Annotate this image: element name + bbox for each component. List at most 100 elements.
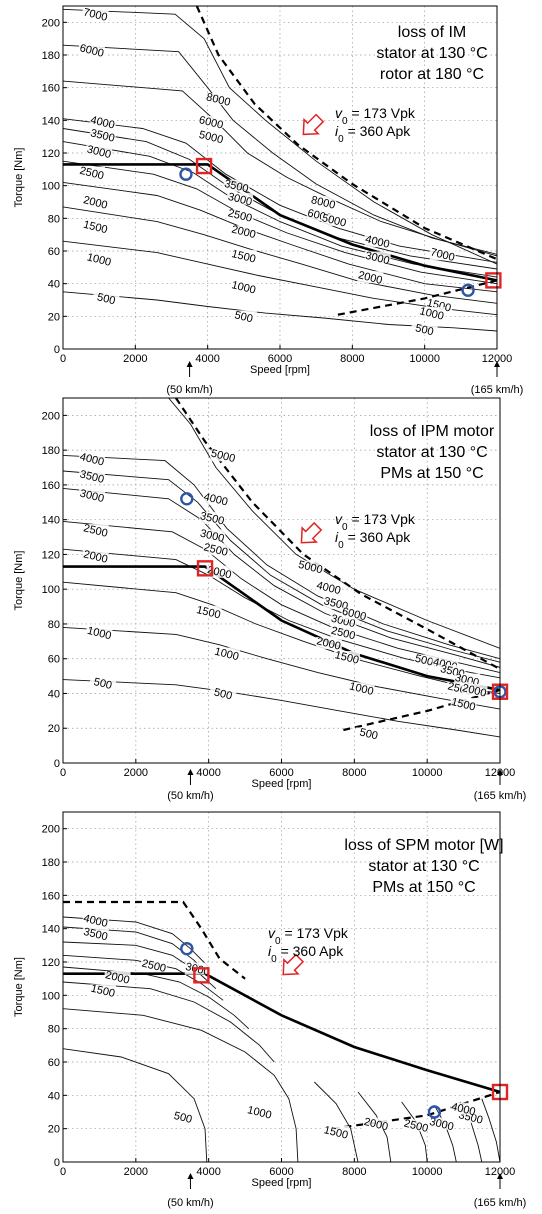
i0-subscript: 0	[338, 134, 344, 145]
contour-2500	[63, 954, 224, 1001]
contour-label: 3500	[82, 926, 109, 944]
y-tick-label: 80	[48, 213, 60, 225]
contour-label-bg	[418, 307, 445, 320]
contour-1000	[63, 626, 500, 710]
contour-label-bg	[79, 452, 106, 465]
contour-4000b	[481, 1098, 500, 1162]
x-tick-label: 8000	[340, 353, 364, 365]
arrow-shape	[300, 521, 323, 544]
panels: 7000600040003500300025002000150010005008…	[13, 5, 526, 1209]
contour-label-bg	[82, 927, 109, 940]
corner-point-square	[195, 157, 213, 175]
contour-label: 2000	[357, 269, 384, 287]
x-tick-label: 12000	[485, 1166, 516, 1178]
y-tick-label: 20	[48, 723, 60, 735]
y-tick-label: 160	[42, 480, 60, 492]
v0-subscript: 0	[275, 936, 281, 947]
y-tick-label: 200	[42, 17, 60, 29]
marker-arrow-head	[497, 1173, 503, 1179]
contour-label-bg	[213, 647, 240, 660]
contour-label-bg	[79, 470, 106, 483]
voltage-annotation: v0 = 173 Vpk	[268, 925, 349, 947]
v0-symbol: v	[335, 511, 343, 527]
contour-label: 2000	[363, 1116, 390, 1134]
contour-label: 1500	[195, 604, 222, 622]
speed-marker-165: (165 km/h)	[474, 1173, 526, 1209]
contour-label-bg	[246, 1106, 273, 1118]
y-tick-label: 100	[42, 990, 60, 1002]
contour-label: 3500	[89, 127, 116, 145]
operating-point-circle	[427, 1105, 442, 1119]
contour-label: 1000	[86, 625, 113, 643]
y-tick-label: 80	[48, 1024, 60, 1036]
contour-label-bg	[323, 597, 350, 610]
contour-label-bg	[82, 196, 109, 208]
contour-label-bg	[210, 449, 237, 462]
contour-label: 3500	[199, 510, 226, 528]
v0-value: = 173 Vpk	[348, 105, 416, 121]
v0-symbol: v	[335, 105, 343, 121]
contour-2500b	[401, 1101, 428, 1162]
max-torque-curve	[63, 163, 497, 282]
contour-label-bg	[363, 1117, 390, 1130]
y-tick-label: 180	[42, 857, 60, 869]
contour-label: 6000	[78, 42, 105, 60]
contour-label-bg	[210, 687, 237, 700]
current-annotation: i0 = 360 Apk	[335, 123, 411, 145]
y-tick-label: 200	[42, 410, 60, 422]
y-tick-label: 0	[54, 344, 60, 356]
contour-label-bg	[78, 44, 105, 57]
contour-label-bg	[227, 192, 254, 205]
contour-label: 2500	[202, 541, 229, 559]
contour-label: 2500	[78, 165, 105, 183]
y-tick-label: 60	[48, 1057, 60, 1069]
contour-label-bg	[450, 697, 477, 710]
contour-6000	[63, 44, 497, 255]
contour-label-bg	[104, 971, 131, 983]
contour-7000	[63, 8, 497, 265]
current-annotation: i0 = 360 Apk	[335, 529, 411, 551]
contour-label: 5000	[210, 448, 237, 466]
contour-label-bg	[403, 1119, 430, 1132]
contour-label: 1000	[230, 279, 257, 297]
contour-label-bg	[357, 271, 384, 284]
speed-annotation: (50 km/h)	[166, 384, 212, 396]
contour-1000	[63, 1008, 299, 1162]
arrow-shape	[282, 953, 305, 976]
contour-label-bg	[90, 677, 117, 690]
operating-point-circle	[180, 492, 194, 506]
contour-label: 1500	[333, 649, 360, 667]
contour-1500b	[313, 1081, 359, 1162]
contour-label: 500	[92, 676, 113, 692]
y-tick-label: 20	[48, 1124, 60, 1136]
contour-label: 8000	[205, 91, 232, 109]
x-axis-label: Speed [rpm]	[252, 1177, 312, 1189]
contour-1500	[63, 206, 497, 304]
contour-5000	[63, 80, 497, 257]
chart-title-line: stator at 130 °C	[368, 858, 479, 875]
speed-marker-165: (165 km/h)	[474, 769, 526, 802]
voltage-limit-lower	[343, 688, 500, 732]
contour-label: 500	[173, 1110, 194, 1126]
contour-label-bg	[429, 248, 456, 261]
x-tick-label: 2000	[124, 767, 148, 779]
i0-subscript: 0	[338, 540, 344, 551]
contour-label-bg	[461, 684, 488, 696]
chart-title-line: PMs at 150 °C	[372, 879, 475, 896]
contour-label: 2500	[403, 1118, 430, 1136]
contour-label: 3000	[227, 191, 254, 209]
contour-label-bg	[227, 209, 254, 222]
contour-label: 1000	[348, 680, 375, 698]
contour-label: 1500	[89, 983, 116, 1001]
contour-label: 5000	[297, 559, 324, 577]
y-axis-label: Torque [Nm]	[13, 148, 25, 208]
x-tick-label: 8000	[342, 767, 366, 779]
contour-label-bg	[223, 179, 250, 192]
contour-label-bg	[82, 8, 109, 21]
y-tick-label: 120	[42, 957, 60, 969]
contour-label: 500	[213, 686, 234, 702]
plot-area: 7000600040003500300025002000150010005008…	[63, 6, 497, 338]
contour-3000	[63, 141, 497, 278]
